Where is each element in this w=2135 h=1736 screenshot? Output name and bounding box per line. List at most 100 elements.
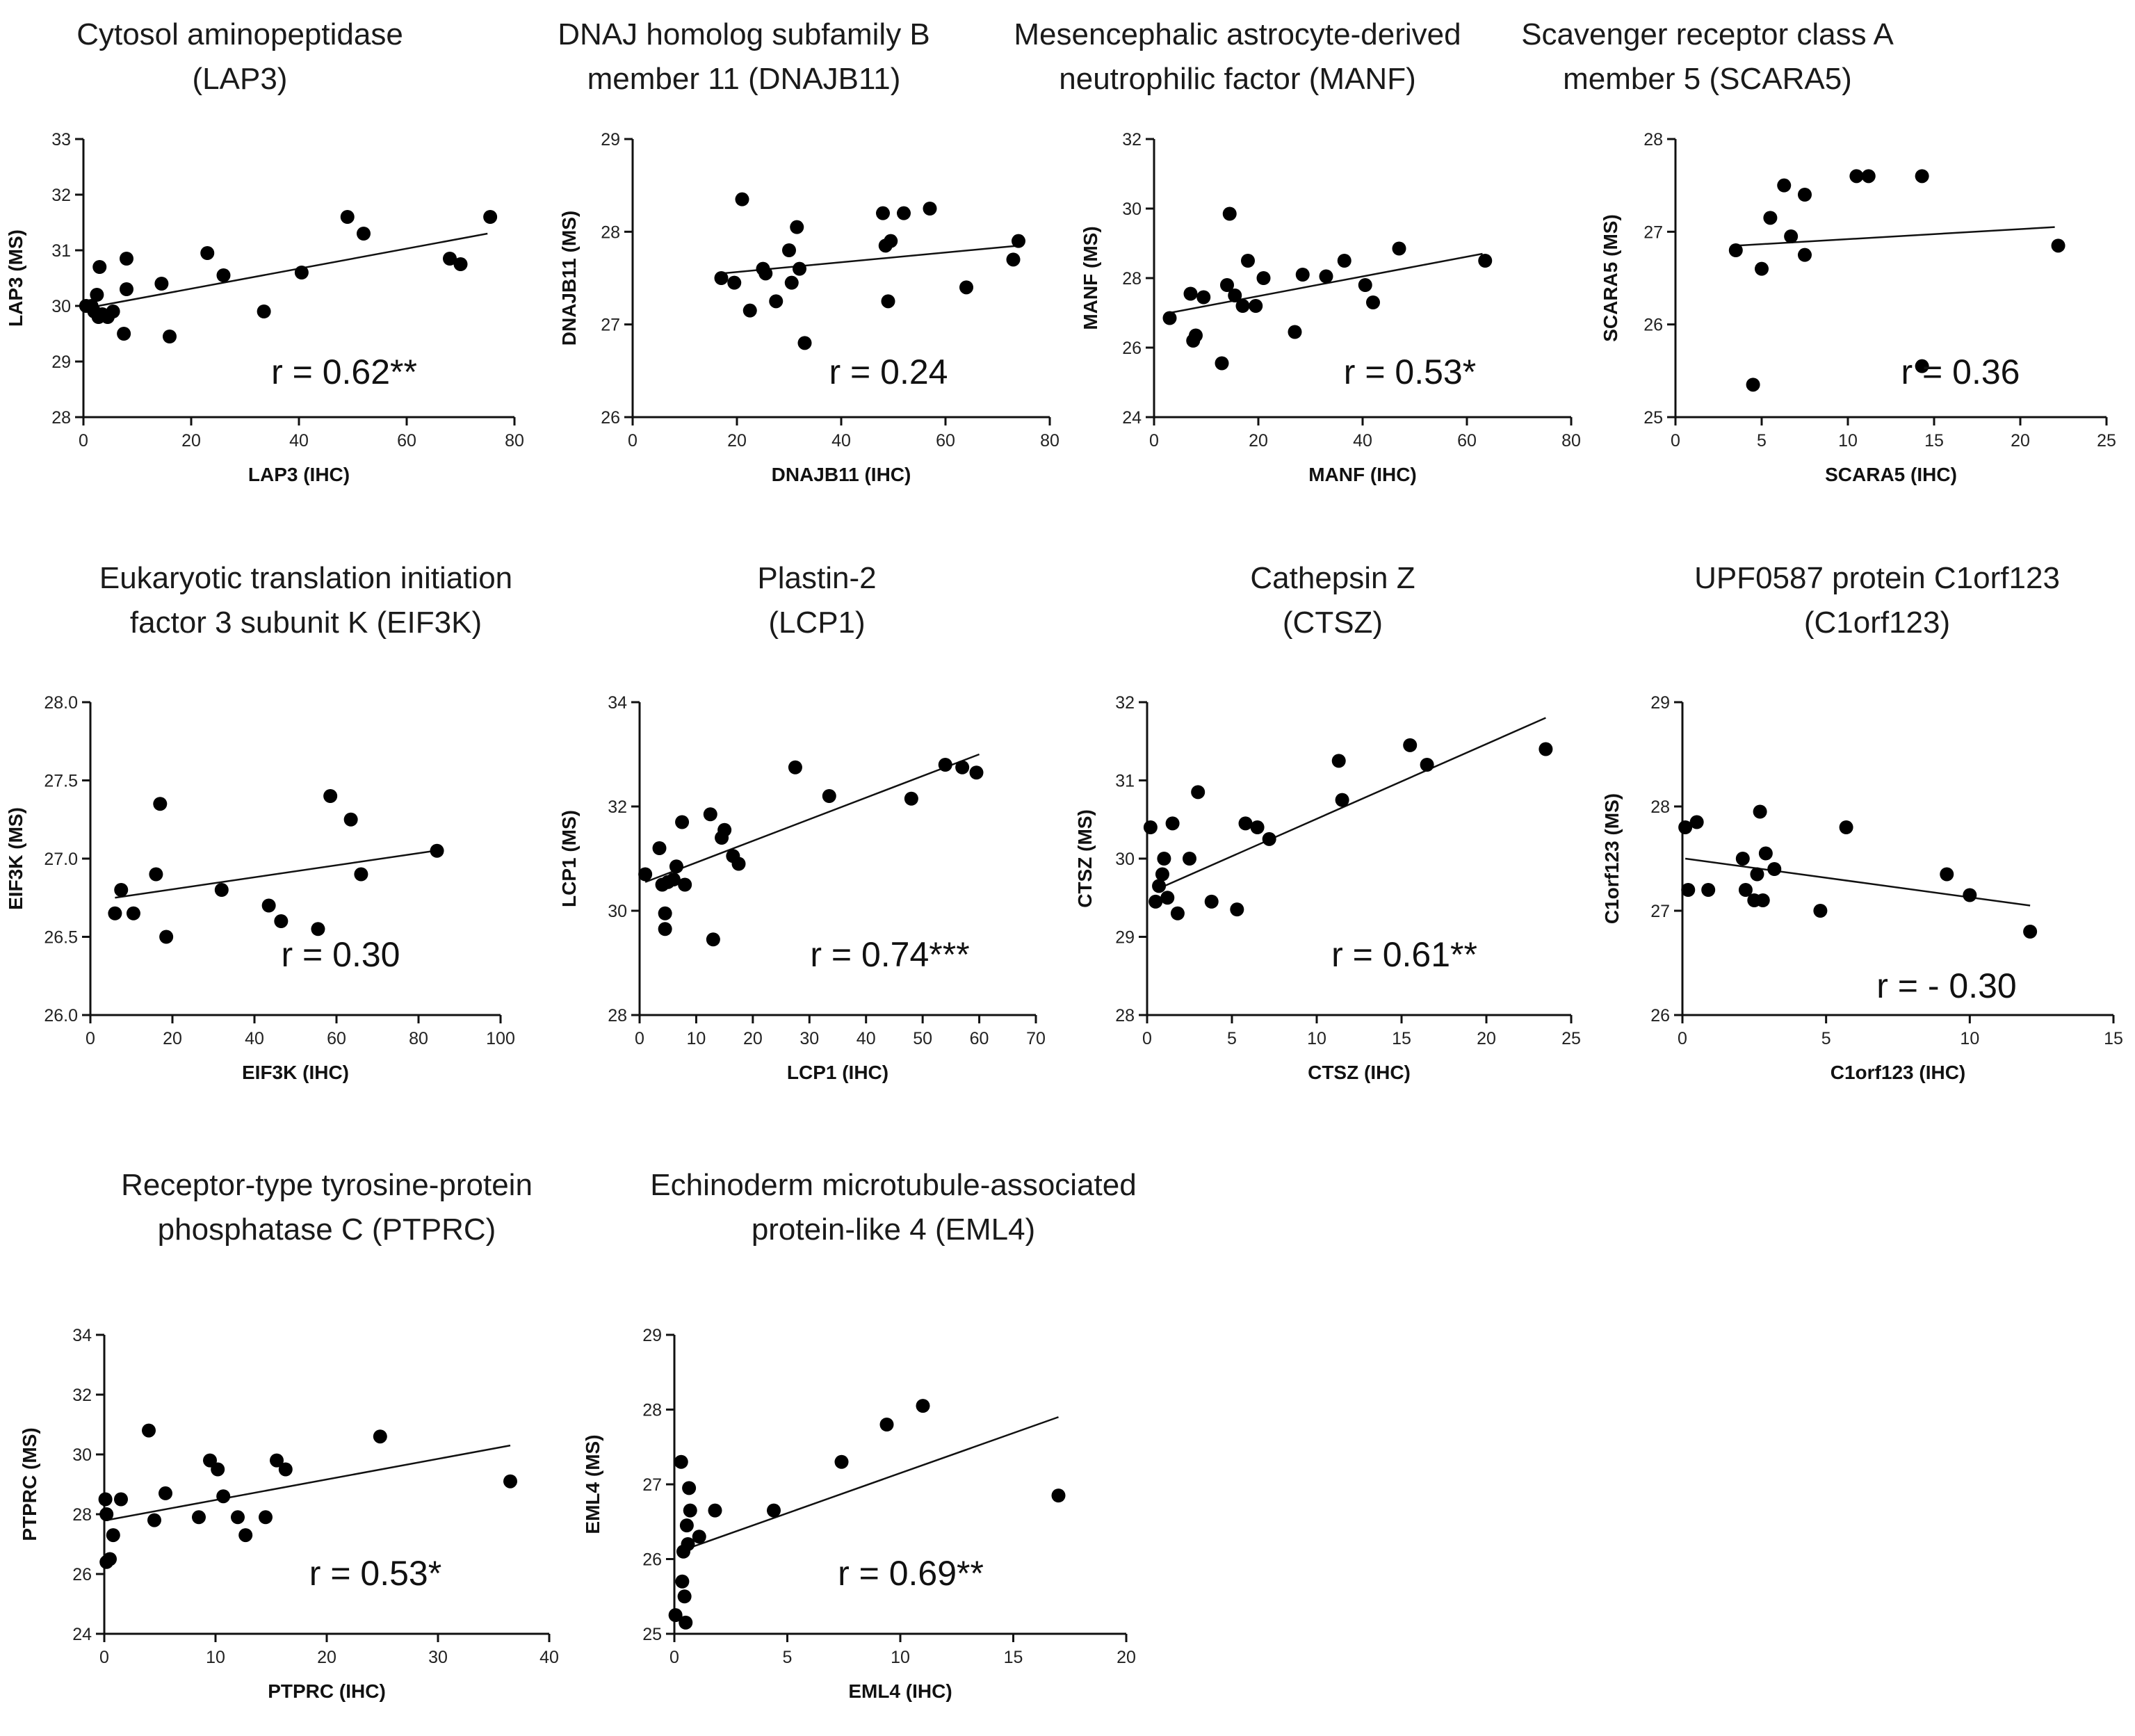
y-tick-label: 26 <box>72 1565 92 1584</box>
data-point <box>767 1503 781 1518</box>
scatter-panel: 0 5 10 15 20 25 26 27 28 29 EML4 (IHC) EML4 (MS) r =… <box>582 1326 1136 1702</box>
data-point <box>1204 894 1219 909</box>
y-tick-label: 30 <box>72 1445 92 1465</box>
x-tick-label: 60 <box>1457 431 1477 451</box>
data-point <box>638 867 653 882</box>
data-point <box>788 760 802 774</box>
scatter-panel: 0 20 40 60 80 100 26.0 26.5 27.0 27.5 28.0 EIF3K (I… <box>5 693 515 1083</box>
data-point <box>1755 261 1769 276</box>
data-point <box>142 1423 156 1438</box>
data-point <box>1331 754 1346 768</box>
data-point <box>98 1492 113 1507</box>
data-point <box>261 898 276 913</box>
data-point <box>674 1454 688 1469</box>
panel-title-line: Mesencephalic astrocyte-derived <box>1014 17 1461 51</box>
data-point <box>1249 299 1263 313</box>
data-point <box>117 327 131 341</box>
y-axis-label: CTSZ (MS) <box>1074 809 1096 908</box>
data-point <box>323 789 338 803</box>
y-tick-label: 27 <box>1643 222 1663 242</box>
correlation-label: r = - 0.30 <box>1876 966 2017 1005</box>
data-point <box>231 1510 245 1525</box>
x-tick-label: 15 <box>1004 1648 1023 1667</box>
y-tick-label: 32 <box>1115 693 1135 713</box>
x-axis-label: CTSZ (IHC) <box>1308 1062 1411 1083</box>
y-axis-label: DNAJB11 (MS) <box>558 211 580 346</box>
data-point <box>1160 891 1175 905</box>
y-axis-label: LAP3 (MS) <box>5 229 26 327</box>
x-tick-label: 40 <box>831 431 851 451</box>
scatter-panel: 0 5 10 15 20 25 25 26 27 28 SCARA5 (IHC) SCARA5 (MS… <box>1600 130 2116 485</box>
panel-title-line: phosphatase C (PTPRC) <box>157 1212 496 1247</box>
data-point <box>503 1474 517 1488</box>
data-point <box>784 275 799 290</box>
data-point <box>120 252 133 266</box>
y-tick-label: 26.5 <box>44 928 78 948</box>
y-tick-label: 27 <box>1650 902 1670 921</box>
data-point <box>1358 278 1372 292</box>
y-tick-label: 32 <box>608 797 627 817</box>
x-tick-label: 0 <box>1678 1029 1687 1048</box>
x-tick-label: 0 <box>1149 431 1159 451</box>
data-point <box>1250 820 1265 834</box>
y-tick-label: 28 <box>1122 269 1142 289</box>
data-point <box>1784 229 1799 243</box>
data-point <box>354 867 368 882</box>
y-axis-label: EIF3K (MS) <box>5 807 26 910</box>
data-point <box>92 260 107 274</box>
y-tick-label: 28.0 <box>44 693 78 713</box>
data-point <box>1839 820 1853 834</box>
regression-line <box>83 232 488 310</box>
y-axis-label: C1orf123 (MS) <box>1601 793 1623 924</box>
y-tick-label: 24 <box>72 1625 92 1644</box>
data-point <box>790 220 804 234</box>
y-axis-label: EML4 (MS) <box>582 1434 603 1534</box>
x-tick-label: 5 <box>1757 431 1767 451</box>
panel-title-line: factor 3 subunit K (EIF3K) <box>129 606 482 640</box>
panel-title-line: (LCP1) <box>768 606 866 640</box>
x-tick-label: 20 <box>1477 1029 1496 1048</box>
panel-title: Plastin-2 (LCP1) <box>469 556 1164 645</box>
x-tick-label: 40 <box>289 431 309 451</box>
data-point <box>793 261 806 276</box>
data-point <box>274 914 289 928</box>
data-point <box>483 210 498 224</box>
data-point <box>106 305 120 318</box>
correlation-label: r = 0.24 <box>829 352 948 391</box>
x-axis-label: LCP1 (IHC) <box>787 1062 888 1083</box>
y-tick-label: 28 <box>1115 1006 1135 1025</box>
data-point <box>1319 269 1333 284</box>
correlation-label: r = 0.53* <box>1344 352 1476 391</box>
data-point <box>1262 832 1276 846</box>
data-point <box>1763 211 1778 225</box>
data-point <box>1235 299 1250 313</box>
data-point <box>1798 188 1812 202</box>
data-point <box>1196 290 1211 305</box>
data-point <box>1012 234 1025 248</box>
x-tick-label: 80 <box>1040 431 1060 451</box>
data-point <box>1750 867 1764 882</box>
data-point <box>1849 169 1864 184</box>
data-point <box>731 857 746 871</box>
data-point <box>1241 254 1255 268</box>
x-tick-label: 30 <box>799 1029 819 1048</box>
data-point <box>257 305 271 318</box>
x-tick-label: 20 <box>1249 431 1268 451</box>
x-tick-label: 20 <box>2011 431 2030 451</box>
data-point <box>1230 902 1244 917</box>
y-tick-label: 28 <box>642 1401 662 1420</box>
regression-line <box>106 1444 511 1521</box>
y-tick-label: 28 <box>72 1505 92 1525</box>
data-point <box>717 822 732 837</box>
data-point <box>103 1552 117 1566</box>
data-point <box>1767 862 1782 876</box>
y-tick-label: 27.5 <box>44 772 78 791</box>
y-tick-label: 29 <box>1115 928 1135 948</box>
data-point <box>679 1615 693 1630</box>
y-tick-label: 34 <box>72 1326 92 1345</box>
panel-title-line: Receptor-type tyrosine-protein <box>121 1168 533 1202</box>
data-point <box>683 1503 697 1518</box>
data-point <box>1335 793 1349 807</box>
y-tick-label: 29 <box>642 1326 662 1345</box>
x-axis-label: PTPRC (IHC) <box>268 1680 386 1702</box>
